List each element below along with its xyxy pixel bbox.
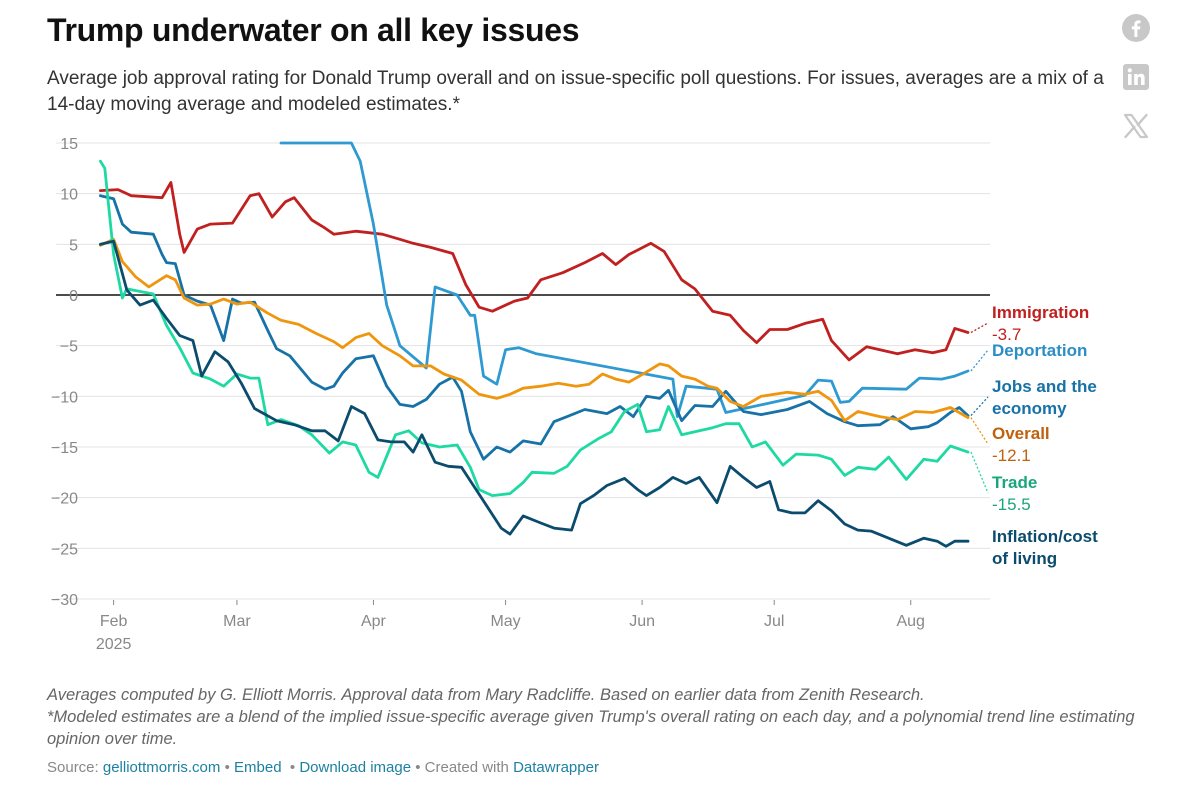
y-tick-label: −20 — [51, 491, 78, 508]
label-connector — [970, 417, 989, 445]
series-end-value: -12.1 — [992, 446, 1031, 465]
share-x-button[interactable] — [1120, 110, 1152, 142]
end-label-overall: Overall -12.1 — [970, 417, 1050, 465]
footnote-modeled-estimates: *Modeled estimates are a blend of the im… — [47, 708, 1135, 748]
y-tick-label: −5 — [60, 339, 78, 356]
footnotes: Averages computed by G. Elliott Morris. … — [47, 684, 1147, 750]
series-end-value: -3.7 — [992, 325, 1021, 344]
x-tick-label: Jul — [764, 613, 784, 630]
series-line-deportation — [279, 141, 970, 418]
x-icon — [1123, 113, 1149, 139]
x-tick-sublabel: 2025 — [96, 636, 132, 653]
y-tick-label: 10 — [60, 187, 78, 204]
facebook-icon — [1122, 14, 1150, 42]
chart-subtitle: Average job approval rating for Donald T… — [47, 68, 1104, 115]
end-label-jobs-and-the-economy: Jobs and the economy — [970, 377, 1097, 418]
gridlines — [56, 142, 990, 600]
source-link[interactable]: gelliottmorris.com — [102, 759, 221, 776]
end-label-deportation: Deportation — [970, 341, 1087, 372]
y-tick-label: 0 — [69, 288, 78, 305]
separator: • — [224, 759, 230, 776]
end-label-immigration: Immigration -3.7 — [970, 303, 1089, 344]
series-lines — [99, 141, 970, 548]
series-line-immigration — [99, 181, 970, 362]
source-prefix: Source: — [47, 759, 99, 776]
embed-link[interactable]: Embed — [234, 759, 282, 776]
series-name-label: economy — [992, 399, 1067, 418]
line-chart: 15 10 5 0 −5 −10 −15 −20 −25 −30 Feb 2025 Mar Apr May J… — [51, 136, 1098, 653]
series-name-label: Immigration — [992, 303, 1089, 322]
series-line-trade — [99, 159, 970, 497]
label-connector — [970, 396, 989, 417]
series-line-inflation-cost-of-living — [99, 239, 970, 548]
series-name-label: Jobs and the — [992, 377, 1097, 396]
x-tick-label: Jun — [629, 613, 655, 630]
y-tick-label: −25 — [51, 541, 78, 558]
created-with-text: Created with — [424, 759, 509, 776]
y-tick-label: 15 — [60, 136, 78, 153]
x-tick-label: Feb — [100, 613, 128, 630]
x-tick-label: Aug — [896, 613, 924, 630]
share-facebook-button[interactable] — [1120, 12, 1152, 44]
x-tick-label: Mar — [223, 613, 251, 630]
label-connector — [970, 322, 989, 334]
datawrapper-link[interactable]: Datawrapper — [513, 759, 599, 776]
x-tick-label: Apr — [361, 613, 387, 630]
separator: • — [415, 759, 421, 776]
footnote-sources: Averages computed by G. Elliott Morris. … — [47, 686, 925, 704]
end-label-inflation-cost-of-living: Inflation/cost of living — [992, 527, 1098, 568]
y-tick-label: −15 — [51, 440, 78, 457]
series-end-value: -15.5 — [992, 495, 1031, 514]
series-name-label: Overall — [992, 424, 1050, 443]
y-tick-label: −10 — [51, 389, 78, 406]
series-line-overall — [99, 237, 970, 423]
label-connector — [970, 349, 989, 372]
share-linkedin-button[interactable] — [1120, 61, 1152, 93]
chart-title: Trump underwater on all key issues — [47, 12, 580, 48]
series-line-jobs-and-the-economy — [99, 194, 970, 461]
source-line: Source: gelliottmorris.com • Embed • Dow… — [47, 759, 599, 776]
label-connector — [970, 451, 989, 494]
series-name-label: Deportation — [992, 341, 1087, 360]
series-name-label: Trade — [992, 473, 1037, 492]
linkedin-icon — [1123, 64, 1149, 90]
y-tick-label: −30 — [51, 592, 78, 609]
series-name-label: of living — [992, 549, 1057, 568]
y-axis: 15 10 5 0 −5 −10 −15 −20 −25 −30 — [51, 136, 78, 609]
download-image-link[interactable]: Download image — [299, 759, 412, 776]
y-tick-label: 5 — [69, 237, 78, 254]
series-name-label: Inflation/cost — [992, 527, 1098, 546]
end-label-trade: Trade -15.5 — [970, 451, 1037, 514]
separator: • — [289, 759, 296, 776]
x-axis: Feb 2025 Mar Apr May Jun Jul Aug — [96, 600, 925, 653]
x-tick-label: May — [490, 613, 520, 630]
